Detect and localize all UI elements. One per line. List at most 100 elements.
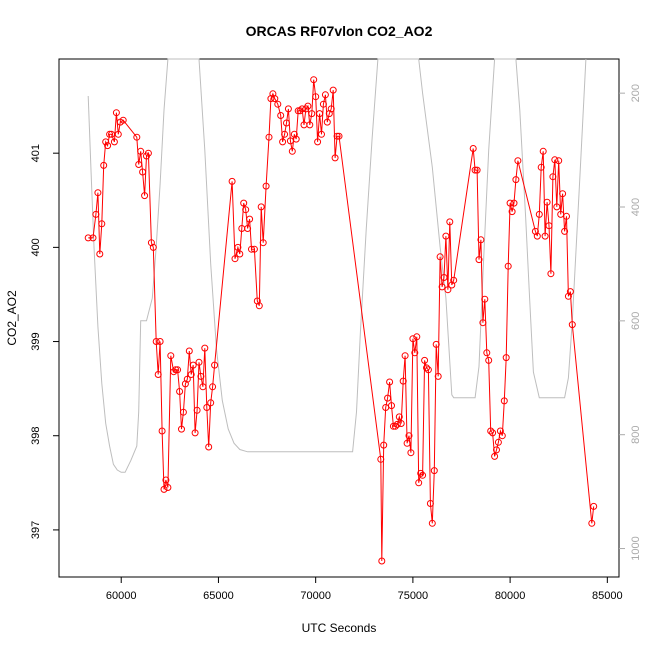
co2-point <box>152 338 160 345</box>
co2-point <box>176 388 184 395</box>
co2-point <box>250 245 258 253</box>
x-tick-label: 80000 <box>495 590 526 602</box>
co2-point <box>438 283 446 291</box>
co2-point <box>403 439 411 447</box>
co2-point <box>257 203 265 211</box>
co2-point <box>448 281 456 289</box>
co2-point <box>139 168 147 176</box>
co2-point <box>483 349 491 357</box>
co2-point <box>154 371 162 378</box>
co2-point <box>283 119 290 127</box>
co2-point <box>323 118 331 126</box>
co2-point <box>207 399 215 407</box>
co2-point <box>563 212 570 220</box>
co2-point <box>444 286 452 294</box>
co2-point <box>426 500 434 507</box>
y-tick-label: 397 <box>30 521 42 539</box>
co2-point <box>316 110 324 118</box>
co2-point <box>388 402 395 410</box>
co2-point <box>551 156 559 164</box>
y-axis-label: CO2_AO2 <box>5 290 19 346</box>
co2-point <box>183 375 191 383</box>
co2-point <box>137 147 145 155</box>
co2-point <box>112 109 120 117</box>
co2-point <box>386 378 394 386</box>
co2-point <box>504 262 512 270</box>
co2-point <box>246 215 254 223</box>
co2-point <box>533 232 541 240</box>
co2-point <box>531 227 539 235</box>
x-axis-label: UTC Seconds <box>302 621 377 635</box>
co2-point <box>401 352 409 360</box>
co2-point <box>114 130 122 138</box>
co2-point <box>493 446 500 454</box>
co2-point <box>89 234 97 242</box>
right-y-axis: 200 400 600 800 1000 <box>619 84 642 561</box>
co2-point <box>292 135 300 143</box>
co2-point <box>489 429 497 437</box>
x-tick-label: 65000 <box>203 590 234 602</box>
co2-point <box>539 147 547 155</box>
co2-point <box>377 455 385 463</box>
co2-point <box>421 356 429 364</box>
co2-point <box>440 274 448 281</box>
y2-tick-label: 1000 <box>630 536 642 560</box>
co2-point <box>84 234 92 242</box>
co2-point <box>108 130 115 138</box>
co2-point <box>96 250 104 258</box>
co2-point <box>568 321 576 329</box>
y2-tick-label: 600 <box>630 312 642 330</box>
co2-point <box>277 112 285 119</box>
co2-point <box>473 166 481 174</box>
co2-point <box>549 173 557 181</box>
co2-point <box>255 302 263 310</box>
co2-point <box>541 232 549 240</box>
co2-point <box>102 138 110 146</box>
co2-point <box>413 333 421 341</box>
co2-point <box>479 319 487 327</box>
co2-point <box>205 443 213 451</box>
co2-point <box>170 368 178 376</box>
co2-point <box>298 105 306 113</box>
altitude-line <box>87 58 587 473</box>
co2-point <box>434 372 442 380</box>
co2-point <box>494 438 502 446</box>
y-tick-label: 401 <box>30 144 42 162</box>
y2-tick-label: 800 <box>630 426 642 444</box>
co2-point <box>409 335 417 343</box>
co2-point <box>335 132 343 140</box>
co2-point <box>491 452 499 460</box>
co2-point <box>566 288 574 296</box>
co2-point <box>424 366 432 374</box>
co2-point <box>203 404 211 411</box>
co2-point <box>160 485 168 493</box>
co2-point <box>325 110 333 118</box>
co2-point <box>191 429 199 437</box>
co2-point <box>514 157 522 165</box>
co2-point <box>496 427 504 435</box>
co2-point <box>290 130 298 138</box>
co2-point <box>187 371 195 378</box>
co2-point <box>475 256 483 264</box>
co2-point <box>240 199 248 207</box>
co2-point <box>178 425 185 433</box>
co2-point <box>306 121 314 129</box>
x-tick-label: 75000 <box>398 590 429 602</box>
co2-point <box>411 349 419 357</box>
co2-point <box>319 100 327 108</box>
co2-point <box>510 199 518 207</box>
co2-point <box>559 190 567 198</box>
co2-point <box>318 130 325 138</box>
co2-point <box>279 138 287 146</box>
co2-point <box>485 356 493 364</box>
co2-point <box>469 145 477 152</box>
co2-point <box>333 132 341 140</box>
co2-point <box>312 93 320 101</box>
co2-point <box>389 422 397 430</box>
co2-point <box>158 427 166 435</box>
co2-point <box>274 100 282 108</box>
co2-point <box>304 102 312 110</box>
co2-point <box>487 427 495 435</box>
co2-point <box>310 76 318 84</box>
co2-point <box>234 243 242 251</box>
